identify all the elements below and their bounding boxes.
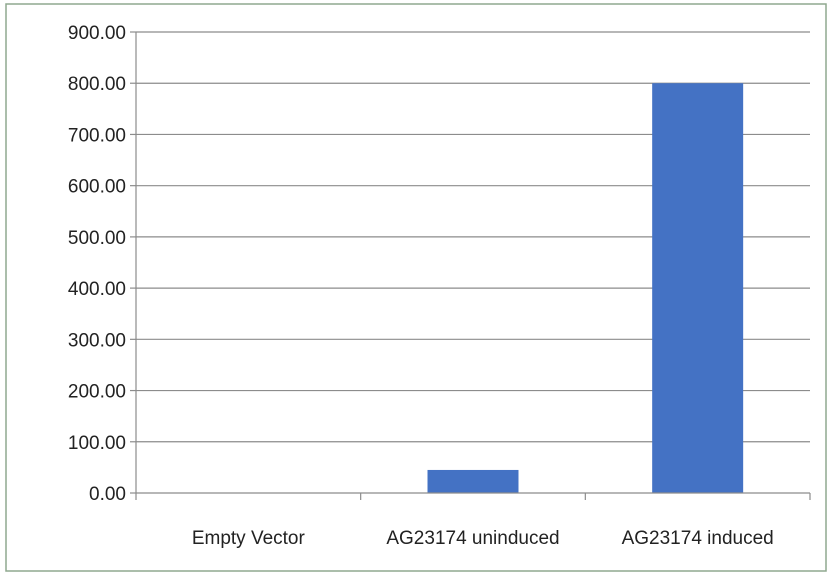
bar-3	[652, 83, 744, 493]
axes	[130, 31, 811, 500]
y-tick-label: 500.00	[68, 228, 126, 249]
y-tick-label: 400.00	[68, 279, 126, 300]
x-category-label: AG23174 uninduced	[386, 528, 559, 549]
bar-2	[427, 469, 519, 493]
x-category-label: AG23174 induced	[622, 528, 774, 549]
labels: 0.00 100.00 200.00 300.00 400.00 500.00 600.00…	[68, 23, 774, 549]
y-tick-label: 600.00	[68, 177, 126, 198]
x-category-label: Empty Vector	[192, 528, 306, 549]
y-tick-label: 800.00	[68, 74, 126, 95]
bars	[427, 83, 744, 493]
y-tick-label: 300.00	[68, 330, 126, 351]
y-tick-label: 900.00	[68, 23, 126, 44]
y-tick-label: 200.00	[68, 382, 126, 403]
y-tick-label: 0.00	[89, 484, 126, 505]
y-tick-label: 100.00	[68, 433, 126, 454]
y-tick-label: 700.00	[68, 125, 126, 146]
